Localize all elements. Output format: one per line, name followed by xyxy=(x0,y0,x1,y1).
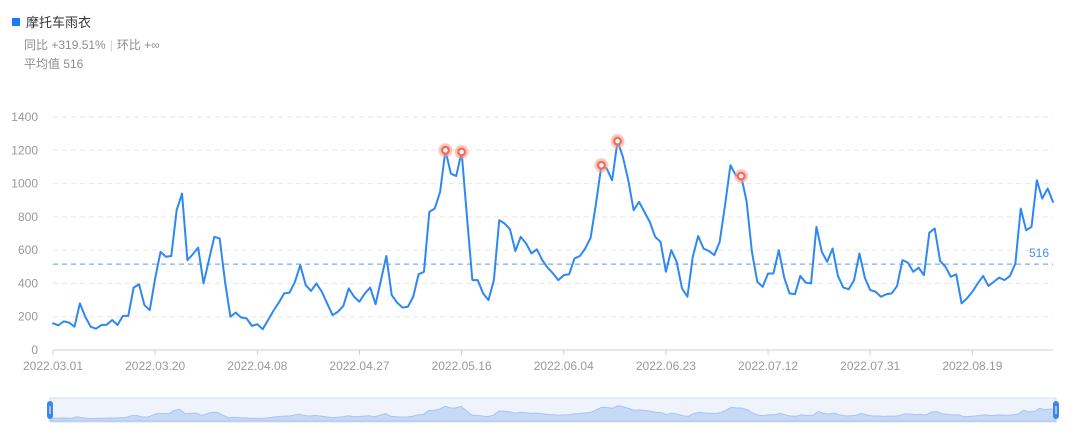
legend[interactable]: 摩托车雨衣 xyxy=(12,12,91,31)
stats-panel: 同比 +319.51% | 环比 +∞ 平均值 516 xyxy=(24,36,160,74)
series-line-path[interactable] xyxy=(52,140,1054,331)
stats-separator: | xyxy=(109,38,113,52)
legend-label: 摩托车雨衣 xyxy=(26,15,92,30)
x-tick-label: 2022.06.23 xyxy=(636,359,696,373)
x-tick-label: 2022.08.19 xyxy=(942,359,1002,373)
y-tick-label: 1000 xyxy=(11,177,38,191)
average-stat: 平均值 516 xyxy=(24,57,84,71)
x-axis: 2022.03.01 2022.03.20 2022.04.08 2022.04.27… xyxy=(23,349,1053,373)
x-tick-label: 2022.03.20 xyxy=(125,359,185,373)
stats-comparison: 同比 +319.51% | 环比 +∞ xyxy=(24,36,160,55)
peak-marker[interactable] xyxy=(594,158,609,173)
y-tick-label: 800 xyxy=(18,210,38,224)
x-tick-label: 2022.07.31 xyxy=(840,359,900,373)
peak-marker-dot xyxy=(599,163,604,168)
average-line: 516 xyxy=(53,246,1053,265)
y-tick-label: 200 xyxy=(18,310,38,324)
data-zoom-slider[interactable] xyxy=(47,397,1059,423)
x-tick-label: 2022.04.08 xyxy=(227,359,287,373)
y-tick-label: 1200 xyxy=(11,143,38,157)
series-line[interactable] xyxy=(52,140,1054,331)
peak-marker-dot xyxy=(443,148,448,153)
peak-marker[interactable] xyxy=(734,169,749,184)
grid xyxy=(53,116,1053,318)
legend-swatch xyxy=(12,17,20,26)
peak-marker-dot xyxy=(738,173,744,179)
peak-marker[interactable] xyxy=(438,143,453,158)
y-tick-label: 600 xyxy=(18,243,38,257)
y-tick-label: 400 xyxy=(18,276,38,290)
peak-marker-dot xyxy=(615,138,620,144)
x-tick-label: 2022.03.01 xyxy=(23,359,83,373)
peak-marker[interactable] xyxy=(610,134,625,149)
x-tick-label: 2022.04.27 xyxy=(329,359,389,373)
x-tick-label: 2022.06.04 xyxy=(534,359,594,373)
peak-marker[interactable] xyxy=(454,144,469,159)
average-label: 516 xyxy=(1029,246,1049,260)
y-tick-label: 1400 xyxy=(11,110,38,124)
y-tick-label: 0 xyxy=(31,343,38,357)
zoom-handle-right[interactable] xyxy=(1053,401,1059,419)
zoom-handle-left[interactable] xyxy=(47,401,53,419)
y-axis-labels: 0 200 400 600 800 1000 1200 1400 xyxy=(11,110,38,357)
peak-marker-dot xyxy=(459,149,464,155)
peak-markers[interactable] xyxy=(438,134,749,184)
mom-stat: 环比 +∞ xyxy=(116,38,160,52)
x-tick-label: 2022.05.16 xyxy=(432,359,492,373)
zoom-overview-area xyxy=(49,405,1057,422)
yoy-stat: 同比 +319.51% xyxy=(24,38,106,52)
x-tick-label: 2022.07.12 xyxy=(738,359,798,373)
